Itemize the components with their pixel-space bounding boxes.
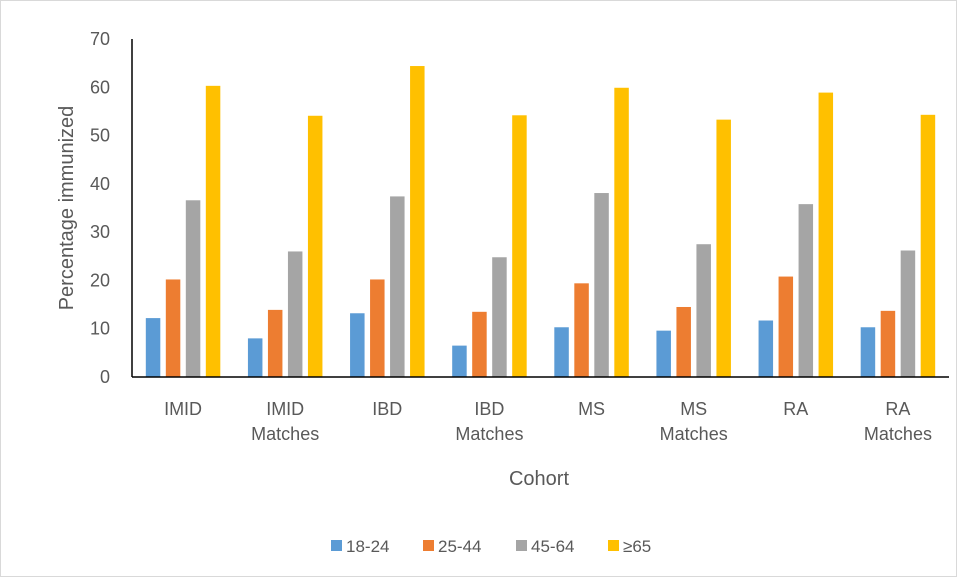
x-tick-label: Matches	[455, 424, 523, 444]
bar-45-64-5	[696, 244, 711, 377]
legend-label: 25-44	[438, 537, 481, 556]
bar-18-24-3	[452, 345, 467, 377]
bar-18-24-2	[350, 313, 365, 377]
bar--65-4	[614, 87, 629, 378]
bar-25-44-5	[676, 306, 691, 377]
y-tick-label: 10	[90, 319, 110, 339]
bar-45-64-3	[492, 257, 507, 377]
bar--65-0	[205, 85, 221, 377]
y-tick-label: 70	[90, 29, 110, 49]
bar-25-44-4	[574, 283, 589, 377]
x-tick-label: Matches	[660, 424, 728, 444]
bar-45-64-6	[798, 204, 814, 377]
y-tick-labels: 0 10 20 30 40 50 60 70	[90, 29, 110, 387]
y-tick-label: 40	[90, 174, 110, 194]
bar--65-3	[512, 115, 527, 377]
x-tick-labels: IMID IMID Matches IBD IBD Matches MS MS Matches R…	[164, 399, 932, 444]
x-tick-label: Matches	[864, 424, 932, 444]
bar-45-64-4	[594, 193, 609, 377]
bar-25-44-1	[267, 309, 283, 377]
y-tick-label: 20	[90, 270, 110, 290]
y-tick-label: 0	[100, 367, 110, 387]
bar-45-64-7	[900, 250, 916, 377]
bar-25-44-6	[778, 276, 794, 377]
bar--65-5	[716, 119, 731, 377]
x-tick-label: RA	[885, 399, 910, 419]
bar--65-2	[410, 66, 425, 377]
x-tick-label: MS	[578, 399, 605, 419]
legend: 18-24 25-44 45-64 ≥65	[331, 537, 651, 556]
x-tick-label: IBD	[372, 399, 402, 419]
y-tick-label: 50	[90, 126, 110, 146]
x-tick-label: RA	[783, 399, 808, 419]
bar-18-24-7	[860, 327, 876, 377]
legend-label: 18-24	[346, 537, 389, 556]
x-tick-label: IBD	[474, 399, 504, 419]
bar-45-64-0	[185, 200, 201, 377]
legend-swatch	[423, 540, 434, 551]
x-tick-label: MS	[680, 399, 707, 419]
y-axis-title: Percentage immunized	[56, 106, 78, 311]
legend-swatch	[331, 540, 342, 551]
bar--65-7	[920, 114, 936, 378]
bar-18-24-5	[656, 330, 671, 377]
x-tick-label: IMID	[266, 399, 304, 419]
bar-25-44-2	[370, 279, 385, 377]
x-axis-title: Cohort	[509, 468, 569, 490]
legend-label: ≥65	[623, 537, 651, 556]
bars	[145, 66, 936, 378]
legend-label: 45-64	[531, 537, 574, 556]
bar--65-6	[818, 92, 834, 378]
bar-18-24-6	[758, 320, 774, 377]
bar-45-64-2	[390, 196, 405, 377]
bar--65-1	[307, 115, 323, 377]
x-tick-label: Matches	[251, 424, 319, 444]
y-tick-label: 60	[90, 77, 110, 97]
bar-25-44-3	[472, 311, 487, 377]
bar-18-24-0	[145, 318, 161, 377]
bar-18-24-1	[247, 338, 263, 377]
bar-25-44-0	[165, 279, 181, 377]
bar-45-64-1	[287, 251, 303, 377]
x-tick-label: IMID	[164, 399, 202, 419]
legend-swatch	[608, 540, 619, 551]
bar-18-24-4	[554, 327, 569, 377]
y-tick-label: 30	[90, 222, 110, 242]
legend-swatch	[516, 540, 527, 551]
bar-25-44-7	[880, 310, 896, 377]
